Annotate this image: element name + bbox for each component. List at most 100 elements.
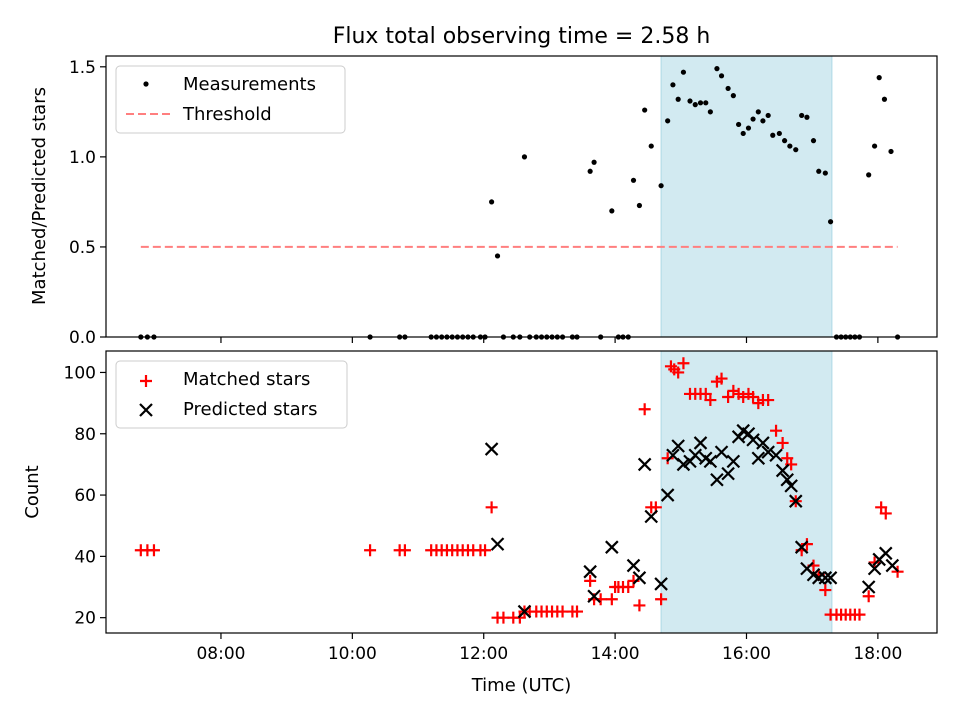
bottom-matched-stars-point <box>364 544 377 557</box>
top-measurements-point <box>871 143 878 149</box>
bottom-predicted-stars-point <box>769 448 783 462</box>
legend-matched-label: Matched stars <box>183 369 310 390</box>
bottom-matched-stars-point <box>781 452 794 465</box>
top-measurements-point <box>740 130 746 137</box>
bottom-matched-stars-point <box>875 501 888 514</box>
bottom-matched-stars-point <box>605 593 618 606</box>
bottom-predicted-stars-point <box>671 439 685 453</box>
top-y-tick-label: 1.0 <box>69 148 96 168</box>
top-measurements-point <box>730 93 736 99</box>
top-measurements-point <box>822 170 828 176</box>
legend-predicted-label: Predicted stars <box>183 399 317 420</box>
bottom-matched-stars-point <box>584 574 597 587</box>
top-measurements-point <box>665 118 671 124</box>
top-measurements-point <box>745 125 752 131</box>
bottom-predicted-stars-point <box>587 589 601 603</box>
bottom-matched-stars-point <box>715 372 728 385</box>
top-measurements-point <box>888 148 894 155</box>
bottom-predicted-stars-point <box>484 442 499 456</box>
bottom-predicted-stars-point <box>626 558 641 573</box>
bottom-predicted-stars-point <box>644 509 659 524</box>
top-measurements-point <box>866 172 872 178</box>
top-measurements-point <box>816 168 822 174</box>
bottom-matched-stars-point <box>704 394 717 407</box>
x-axis-label: Time (UTC) <box>471 675 572 696</box>
bottom-predicted-stars-point <box>632 571 647 585</box>
bottom-matched-stars-point <box>770 424 783 437</box>
top-y-tick-label: 0.5 <box>69 238 96 258</box>
bottom-predicted-stars-point <box>714 445 729 459</box>
top-measurements-point <box>725 85 731 92</box>
bottom-predicted-stars-point <box>775 463 790 478</box>
bottom-data-layer <box>134 357 904 624</box>
bottom-predicted-stars-point <box>583 564 597 579</box>
legend-predicted-marker <box>139 403 153 417</box>
legend-threshold-label: Threshold <box>182 104 272 125</box>
top-y-tick-label: 0.0 <box>69 328 96 348</box>
bottom-matched-stars-point <box>661 452 674 465</box>
top-measurements-point <box>881 96 888 102</box>
top-measurements-point <box>760 118 766 124</box>
x-tick-label: 12:00 <box>459 644 508 664</box>
top-measurements-point <box>718 73 725 79</box>
top-legend-box <box>115 65 346 134</box>
top-plot-frame <box>105 55 938 338</box>
bottom-matched-stars-point <box>722 390 735 403</box>
bottom-predicted-stars-point <box>660 488 675 502</box>
top-measurements-point <box>591 159 597 165</box>
top-measurements-point <box>630 177 637 183</box>
top-measurements-point <box>750 116 756 122</box>
bottom-matched-stars-point <box>672 366 685 379</box>
bottom-matched-stars-point <box>879 507 892 520</box>
bottom-matched-stars-point <box>677 357 690 370</box>
top-measurements-point <box>787 143 793 149</box>
bottom-predicted-stars-point <box>654 577 668 591</box>
bottom-matched-stars-point <box>699 387 712 400</box>
top-measurements-point <box>781 138 788 144</box>
top-measurements-point <box>707 109 713 115</box>
top-measurements-point <box>755 109 761 115</box>
bottom-matched-stars-point <box>747 390 760 403</box>
bottom-predicted-stars-point <box>784 479 798 493</box>
top-y-tick-label: 1.5 <box>69 58 96 78</box>
bottom-predicted-stars-point <box>693 436 708 450</box>
top-legend: Measurements Threshold <box>115 65 346 134</box>
top-measurements-point <box>692 102 698 108</box>
bottom-matched-stars-point <box>147 544 160 557</box>
bottom-y-tick-label: 20 <box>74 609 96 629</box>
top-measurements-point <box>876 75 882 81</box>
bottom-matched-stars-point <box>638 403 651 416</box>
bottom-matched-stars-point <box>485 501 498 514</box>
top-highlight-span <box>660 55 833 338</box>
bottom-predicted-stars-point <box>605 540 619 554</box>
top-measurements-point <box>680 69 687 75</box>
top-measurements-point <box>703 100 709 106</box>
bottom-matched-stars-point <box>862 590 875 603</box>
top-measurements-point <box>636 202 643 209</box>
bottom-predicted-stars-point <box>794 540 809 554</box>
bottom-y-tick-label: 40 <box>74 547 96 567</box>
top-measurements-point <box>765 112 771 119</box>
legend-measurements-label: Measurements <box>183 74 316 95</box>
bottom-matched-stars-point <box>819 584 832 597</box>
bottom-predicted-stars-point <box>751 451 766 466</box>
top-measurements-point <box>670 82 676 88</box>
top-highlight-layer <box>660 55 833 338</box>
top-measurements-point <box>793 147 799 153</box>
top-measurements-point <box>675 96 681 102</box>
legend-matched-marker <box>140 375 152 387</box>
bottom-predicted-stars-point <box>688 448 703 462</box>
bottom-predicted-stars-point <box>823 571 838 585</box>
top-measurements-point <box>642 107 648 113</box>
top-measurements-point <box>521 154 528 160</box>
x-tick-label: 16:00 <box>722 644 771 664</box>
x-tick-label: 14:00 <box>591 644 640 664</box>
top-measurements-point <box>736 121 742 128</box>
bottom-matched-stars-point <box>655 593 668 606</box>
top-measurements-point <box>494 253 501 259</box>
top-measurements-point <box>609 208 615 214</box>
bottom-y-tick-label: 100 <box>64 363 96 383</box>
bottom-predicted-stars-point <box>746 433 760 447</box>
top-measurements-point <box>714 66 720 72</box>
